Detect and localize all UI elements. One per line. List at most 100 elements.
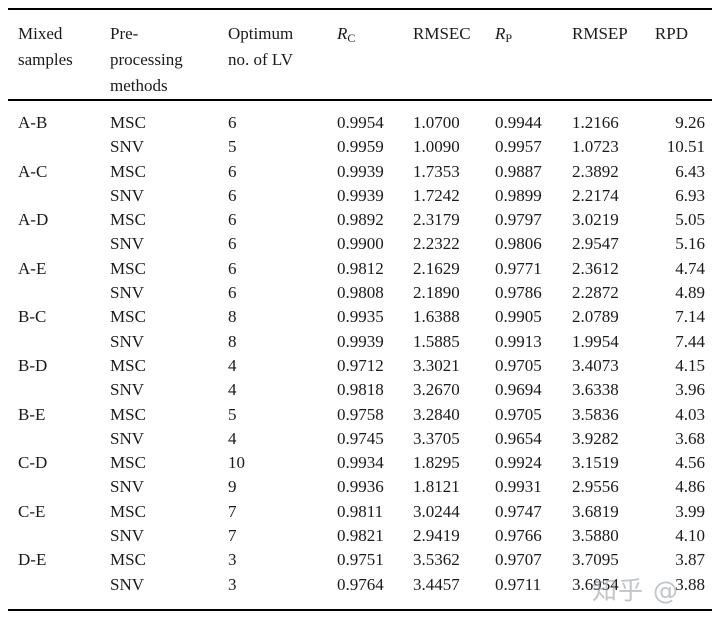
col-header-rc: RC	[337, 9, 413, 101]
cell-rc: 0.9954	[337, 113, 384, 132]
col-header-rpd: RPD	[648, 9, 712, 101]
cell-preprocessing-method: SNV	[110, 331, 145, 351]
cell-preprocessing-method: SNV	[110, 234, 145, 254]
cell-mixed-sample: C-E	[18, 501, 46, 521]
cell-optimum-lv: 4	[228, 380, 237, 400]
cell-mixed-sample: A-C	[18, 161, 48, 181]
table-row: SNV 6 0.9939 1.7242 0.9899 2.2174 6.93	[8, 184, 712, 208]
cell-rc: 0.9712	[337, 355, 384, 375]
cell-rmsep: 3.9282	[572, 428, 619, 448]
cell-optimum-lv: 6	[228, 210, 237, 230]
cell-rpd: 4.03	[675, 404, 705, 424]
cell-rc: 0.9811	[337, 501, 384, 521]
cell-mixed-sample	[8, 427, 110, 451]
cell-rp: 0.9931	[495, 477, 542, 497]
table-header: Mixed samples Pre- processing methods Op…	[8, 9, 712, 101]
cell-optimum-lv: 6	[228, 113, 237, 132]
cell-mixed-sample: B-E	[18, 404, 46, 424]
cell-preprocessing-method: SNV	[110, 428, 145, 448]
table-row: SNV 5 0.9959 1.0090 0.9957 1.0723 10.51	[8, 135, 712, 159]
cell-mixed-sample: D-E	[18, 550, 47, 570]
cell-rmsep: 1.0723	[572, 137, 619, 157]
cell-optimum-lv: 7	[228, 526, 237, 546]
cell-rmsec: 1.5885	[413, 331, 460, 351]
cell-rp: 0.9654	[495, 428, 542, 448]
cell-rmsec: 3.4457	[413, 574, 460, 594]
cell-rmsec: 2.2322	[413, 234, 460, 254]
cell-rpd: 3.96	[675, 380, 705, 400]
cell-rp: 0.9797	[495, 210, 542, 230]
cell-mixed-sample: A-E	[18, 258, 47, 278]
cell-rmsep: 3.6338	[572, 380, 619, 400]
cell-rmsec: 2.9419	[413, 526, 460, 546]
cell-rmsep: 2.0789	[572, 307, 619, 327]
cell-rp: 0.9707	[495, 550, 542, 570]
cell-preprocessing-method: SNV	[110, 380, 145, 400]
cell-rc: 0.9751	[337, 550, 384, 570]
cell-rp: 0.9771	[495, 258, 542, 278]
cell-mixed-sample	[8, 475, 110, 499]
cell-rpd: 3.68	[675, 428, 705, 448]
header-line: Pre-	[110, 24, 139, 43]
cell-rmsep: 3.4073	[572, 355, 619, 375]
cell-rmsep: 1.2166	[572, 113, 619, 132]
cell-rpd: 4.56	[675, 453, 705, 473]
cell-rp: 0.9944	[495, 113, 542, 132]
cell-rpd: 3.87	[675, 550, 705, 570]
cell-mixed-sample	[8, 330, 110, 354]
table-row: A-C MSC 6 0.9939 1.7353 0.9887 2.3892 6.…	[8, 160, 712, 184]
cell-rmsep: 3.5880	[572, 526, 619, 546]
table-row: D-E MSC 3 0.9751 3.5362 0.9707 3.7095 3.…	[8, 548, 712, 572]
cell-mixed-sample: B-C	[18, 307, 47, 327]
cell-mixed-sample	[8, 135, 110, 159]
cell-preprocessing-method: SNV	[110, 137, 145, 157]
table-row: SNV 4 0.9818 3.2670 0.9694 3.6338 3.96	[8, 378, 712, 402]
cell-rmsep: 3.6954	[572, 574, 619, 594]
table-body: A-B MSC 6 0.9954 1.0700 0.9944 1.2166 9.…	[8, 100, 712, 610]
cell-preprocessing-method: SNV	[110, 526, 145, 546]
cell-preprocessing-method: MSC	[110, 258, 146, 278]
cell-rpd: 3.88	[675, 574, 705, 594]
cell-preprocessing-method: MSC	[110, 307, 146, 327]
table-row: A-B MSC 6 0.9954 1.0700 0.9944 1.2166 9.…	[8, 100, 712, 135]
cell-rpd: 10.51	[666, 137, 705, 157]
cell-rpd: 5.05	[675, 210, 705, 230]
cell-rmsec: 3.0244	[413, 501, 460, 521]
cell-mixed-sample: A-B	[18, 113, 48, 132]
cell-rp: 0.9747	[495, 501, 542, 521]
cell-rc: 0.9935	[337, 307, 384, 327]
table-row: B-C MSC 8 0.9935 1.6388 0.9905 2.0789 7.…	[8, 305, 712, 329]
cell-rp: 0.9887	[495, 161, 542, 181]
r-calibration-symbol: RC	[337, 24, 356, 45]
cell-rmsep: 3.5836	[572, 404, 619, 424]
cell-rmsec: 3.2840	[413, 404, 460, 424]
cell-preprocessing-method: MSC	[110, 210, 146, 230]
table-row: SNV 6 0.9900 2.2322 0.9806 2.9547 5.16	[8, 232, 712, 256]
table-row: B-D MSC 4 0.9712 3.3021 0.9705 3.4073 4.…	[8, 354, 712, 378]
cell-rc: 0.9959	[337, 137, 384, 157]
cell-rp: 0.9957	[495, 137, 542, 157]
header-row: Mixed samples Pre- processing methods Op…	[8, 9, 712, 101]
cell-optimum-lv: 4	[228, 428, 237, 448]
cell-optimum-lv: 4	[228, 355, 237, 375]
cell-preprocessing-method: MSC	[110, 355, 146, 375]
cell-rp: 0.9694	[495, 380, 542, 400]
cell-optimum-lv: 5	[228, 137, 237, 157]
cell-rc: 0.9939	[337, 185, 384, 205]
header-line: no. of LV	[228, 50, 294, 69]
col-header-rmsep: RMSEP	[572, 9, 648, 101]
header-line: processing	[110, 50, 183, 69]
cell-rp: 0.9705	[495, 404, 542, 424]
cell-rpd: 4.89	[675, 283, 705, 303]
table-row: SNV 7 0.9821 2.9419 0.9766 3.5880 4.10	[8, 524, 712, 548]
cell-preprocessing-method: SNV	[110, 185, 145, 205]
cell-rmsec: 2.1629	[413, 258, 460, 278]
cell-rmsec: 3.5362	[413, 550, 460, 570]
cell-optimum-lv: 6	[228, 258, 237, 278]
results-table: Mixed samples Pre- processing methods Op…	[8, 8, 712, 611]
cell-rc: 0.9939	[337, 161, 384, 181]
cell-optimum-lv: 8	[228, 331, 237, 351]
cell-rpd: 4.15	[675, 355, 705, 375]
cell-rc: 0.9939	[337, 331, 384, 351]
cell-mixed-sample	[8, 184, 110, 208]
